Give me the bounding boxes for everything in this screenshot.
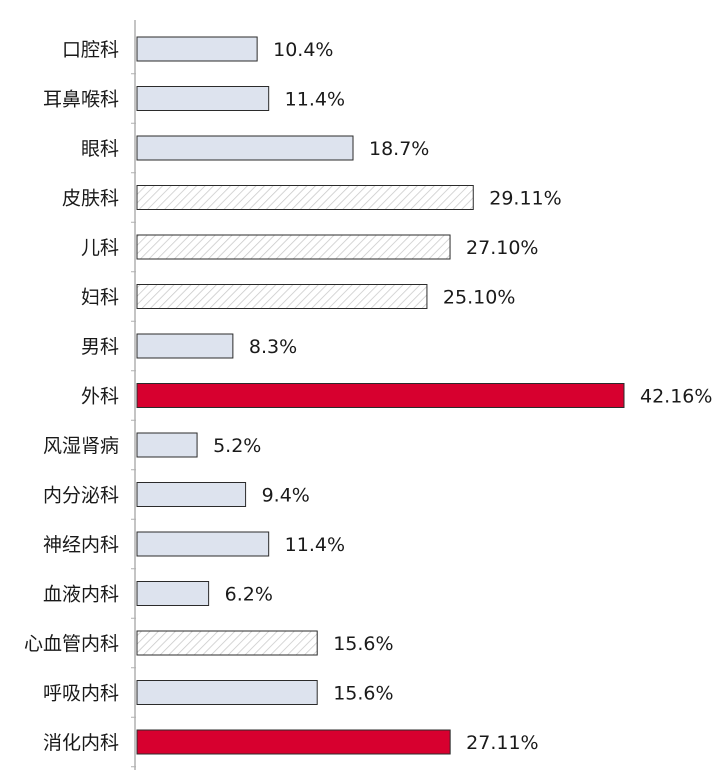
- value-label: 10.4%: [273, 39, 333, 61]
- bar-highlight: [136, 383, 625, 408]
- category-label: 内分泌科: [43, 485, 119, 507]
- bar-plain: [136, 86, 270, 111]
- bar-plain: [136, 36, 258, 62]
- value-label: 15.6%: [333, 633, 393, 655]
- value-label: 9.4%: [262, 485, 310, 507]
- value-label: 8.3%: [249, 336, 297, 358]
- category-label: 心血管内科: [24, 633, 119, 655]
- category-label: 外科: [81, 386, 119, 408]
- category-label: 风湿肾病: [43, 435, 119, 457]
- bar-highlight: [136, 729, 451, 755]
- bar-hatched: [136, 630, 318, 656]
- value-label: 25.10%: [443, 287, 515, 309]
- category-label: 呼吸内科: [43, 683, 119, 705]
- value-label: 29.11%: [489, 188, 561, 210]
- bar-hatched: [136, 284, 428, 309]
- category-label: 眼科: [81, 138, 119, 160]
- value-label: 42.16%: [640, 386, 712, 408]
- value-label: 18.7%: [369, 138, 429, 160]
- value-label: 11.4%: [285, 534, 345, 556]
- value-label: 5.2%: [213, 435, 261, 457]
- bar-hatched: [136, 185, 474, 210]
- bar-hatched: [136, 234, 451, 260]
- category-label: 消化内科: [43, 732, 119, 754]
- bar-plain: [136, 482, 247, 507]
- bar-plain: [136, 581, 210, 606]
- category-label: 神经内科: [43, 534, 119, 556]
- bar-plain: [136, 531, 270, 557]
- category-label: 皮肤科: [62, 188, 119, 210]
- value-label: 27.11%: [466, 732, 538, 754]
- category-label: 血液内科: [43, 584, 119, 606]
- value-label: 6.2%: [225, 584, 273, 606]
- bar-plain: [136, 135, 354, 161]
- value-label: 27.10%: [466, 237, 538, 259]
- category-label: 耳鼻喉科: [43, 89, 119, 111]
- bar-plain: [136, 680, 318, 705]
- value-label: 15.6%: [333, 683, 393, 705]
- bar-plain: [136, 432, 198, 458]
- category-label: 口腔科: [62, 39, 119, 61]
- value-label: 11.4%: [285, 89, 345, 111]
- category-label: 儿科: [81, 237, 119, 259]
- category-label: 妇科: [81, 287, 119, 309]
- bars-group: 口腔科 10.4% 耳鼻喉科 11.4% 眼科 18.7% 皮肤科 29.11% 儿科 27.10…: [24, 36, 712, 768]
- bar-plain: [136, 333, 234, 359]
- category-label: 男科: [81, 336, 119, 358]
